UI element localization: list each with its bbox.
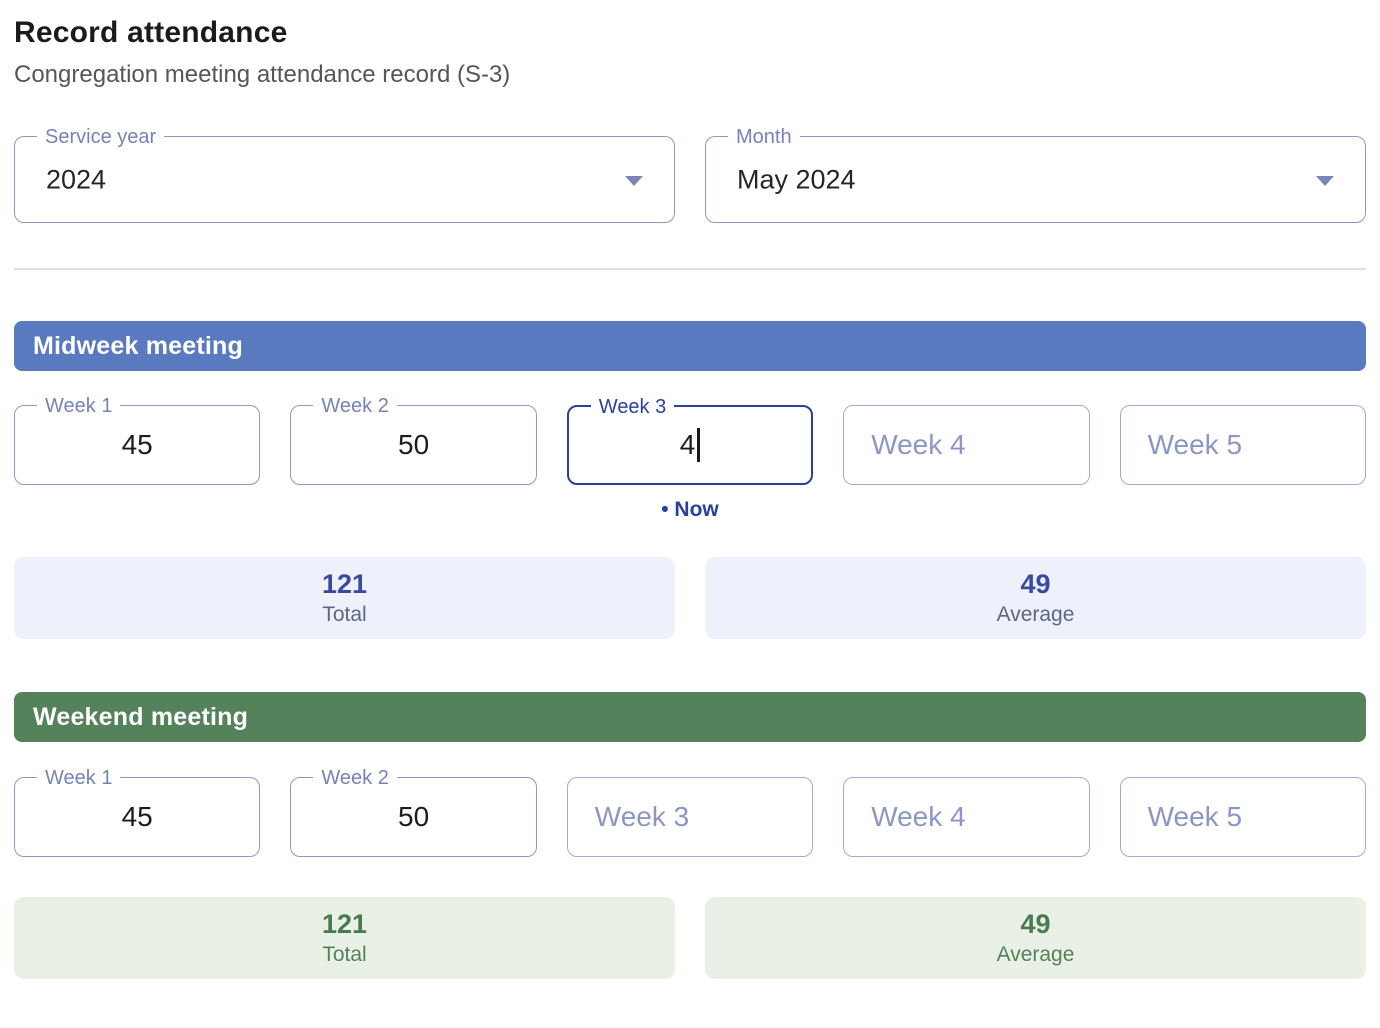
weekend-week5-input[interactable]: Week 5 xyxy=(1119,777,1366,857)
weekend-week3-cell: Week 3 xyxy=(566,777,814,857)
midweek-week5-cell: Week 5 xyxy=(1119,405,1366,485)
section-divider xyxy=(14,268,1366,270)
midweek-week2-input[interactable]: Week 2 50 xyxy=(290,395,537,485)
weekend-week3-input[interactable]: Week 3 xyxy=(566,777,814,857)
midweek-stats-row: 121 Total 49 Average xyxy=(14,557,1366,639)
midweek-weeks-row: Week 1 45 Week 2 50 Week 3 4 • N xyxy=(14,395,1366,521)
weekend-stats-row: 121 Total 49 Average xyxy=(14,897,1366,979)
midweek-total-value: 121 xyxy=(321,569,368,599)
midweek-week3-label: Week 3 xyxy=(590,396,675,418)
weekend-weeks-row: Week 1 45 Week 2 50 Week 3 Week 4 xyxy=(14,767,1366,857)
record-attendance-page: Record attendance Congregation meeting a… xyxy=(0,16,1380,979)
midweek-section: Midweek meeting Week 1 45 Week 2 50 Week… xyxy=(14,321,1366,639)
page-subtitle: Congregation meeting attendance record (… xyxy=(14,61,511,88)
now-indicator: • Now xyxy=(661,498,719,521)
weekend-average-label: Average xyxy=(996,943,1075,966)
midweek-week3-cell: Week 3 4 • Now xyxy=(566,396,814,521)
weekend-week4-cell: Week 4 xyxy=(843,777,1090,857)
midweek-week4-label: Week 4 xyxy=(871,429,966,460)
service-year-value: 2024 xyxy=(46,164,107,194)
weekend-week3-label: Week 3 xyxy=(594,801,690,832)
weekend-week1-value: 45 xyxy=(121,801,153,832)
month-label: Month xyxy=(728,126,800,148)
weekend-week5-cell: Week 5 xyxy=(1119,777,1366,857)
caret-down-icon xyxy=(625,175,643,186)
midweek-section-header: Midweek meeting xyxy=(14,321,1366,371)
text-cursor xyxy=(697,428,701,462)
weekend-average-card: 49 Average xyxy=(705,897,1366,979)
weekend-week2-cell: Week 2 50 xyxy=(290,767,537,857)
midweek-average-value: 49 xyxy=(1020,569,1051,599)
weekend-week2-label: Week 2 xyxy=(313,767,397,789)
month-value: May 2024 xyxy=(737,164,856,194)
midweek-week5-label: Week 5 xyxy=(1147,429,1243,460)
midweek-week5-input[interactable]: Week 5 xyxy=(1119,405,1366,485)
midweek-total-card: 121 Total xyxy=(14,557,675,639)
weekend-week5-label: Week 5 xyxy=(1147,801,1243,832)
weekend-week4-input[interactable]: Week 4 xyxy=(843,777,1090,857)
midweek-week2-value: 50 xyxy=(398,429,430,460)
midweek-average-label: Average xyxy=(996,603,1075,626)
weekend-week1-label: Week 1 xyxy=(37,767,121,789)
weekend-week4-label: Week 4 xyxy=(871,801,966,832)
midweek-week1-input[interactable]: Week 1 45 xyxy=(14,395,261,485)
midweek-section-title: Midweek meeting xyxy=(33,331,243,360)
midweek-week3-value-text: 4 xyxy=(679,429,696,460)
month-select[interactable]: Month May 2024 xyxy=(705,126,1366,223)
midweek-total-label: Total xyxy=(322,603,367,626)
weekend-total-label: Total xyxy=(322,943,367,966)
midweek-week1-cell: Week 1 45 xyxy=(14,395,261,485)
midweek-week3-input[interactable]: Week 3 4 xyxy=(566,396,814,485)
weekend-week2-input[interactable]: Week 2 50 xyxy=(290,767,537,857)
midweek-week4-cell: Week 4 xyxy=(843,405,1090,485)
service-year-label: Service year xyxy=(37,126,165,148)
weekend-total-card: 121 Total xyxy=(14,897,675,979)
midweek-week4-input[interactable]: Week 4 xyxy=(843,405,1090,485)
midweek-week2-label: Week 2 xyxy=(313,395,397,417)
midweek-average-card: 49 Average xyxy=(705,557,1366,639)
weekend-section-title: Weekend meeting xyxy=(33,702,249,731)
filters-row: Service year 2024 Month May 2024 xyxy=(14,126,1366,223)
page-title: Record attendance xyxy=(14,16,288,49)
weekend-average-value: 49 xyxy=(1020,909,1051,939)
midweek-week2-cell: Week 2 50 xyxy=(290,395,537,485)
weekend-total-value: 121 xyxy=(321,909,368,939)
midweek-week3-value: 4 xyxy=(569,407,811,483)
weekend-week1-cell: Week 1 45 xyxy=(14,767,261,857)
weekend-week2-value: 50 xyxy=(398,801,430,832)
midweek-week1-label: Week 1 xyxy=(37,395,121,417)
weekend-section-header: Weekend meeting xyxy=(14,692,1366,742)
caret-down-icon xyxy=(1316,175,1334,186)
weekend-section: Weekend meeting Week 1 45 Week 2 50 Week… xyxy=(14,692,1366,979)
midweek-week1-value: 45 xyxy=(121,429,153,460)
service-year-select[interactable]: Service year 2024 xyxy=(14,126,675,223)
weekend-week1-input[interactable]: Week 1 45 xyxy=(14,767,261,857)
